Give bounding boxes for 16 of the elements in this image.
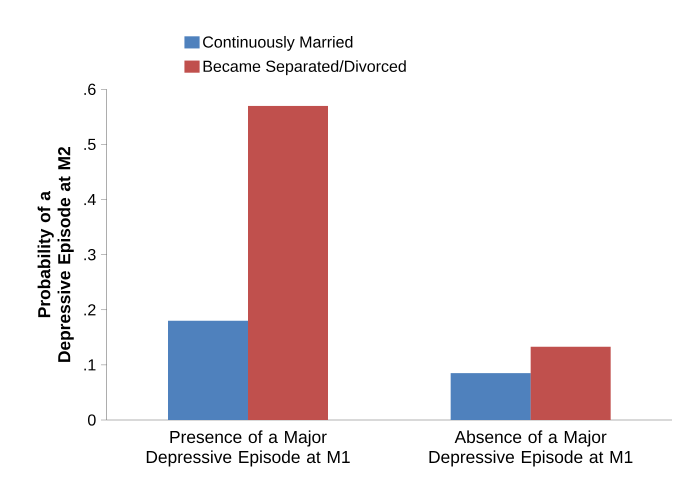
bar <box>530 346 611 420</box>
y-tick-label: .4 <box>84 194 96 206</box>
y-tick-label: 0 <box>88 414 96 426</box>
bar <box>450 373 531 420</box>
y-tick-label: .6 <box>84 84 96 95</box>
legend-label: Continuously Married <box>203 36 352 51</box>
y-tick-label: .1 <box>84 359 96 370</box>
bar <box>168 320 248 420</box>
bar <box>248 106 328 420</box>
legend-label: Became Separated/Divorced <box>204 60 406 76</box>
y-tick-label: .3 <box>84 249 96 260</box>
y-tick-label: .5 <box>84 138 96 150</box>
x-tick-label: Absence of a Major Depressive Episode at M1 <box>429 430 632 467</box>
y-tick-label: .2 <box>84 304 96 316</box>
x-tick-label: Presence of a Major Depressive Episode at M1 <box>146 430 350 467</box>
y-axis-title: Probability of a Depressive Episode at M2 <box>38 147 74 362</box>
